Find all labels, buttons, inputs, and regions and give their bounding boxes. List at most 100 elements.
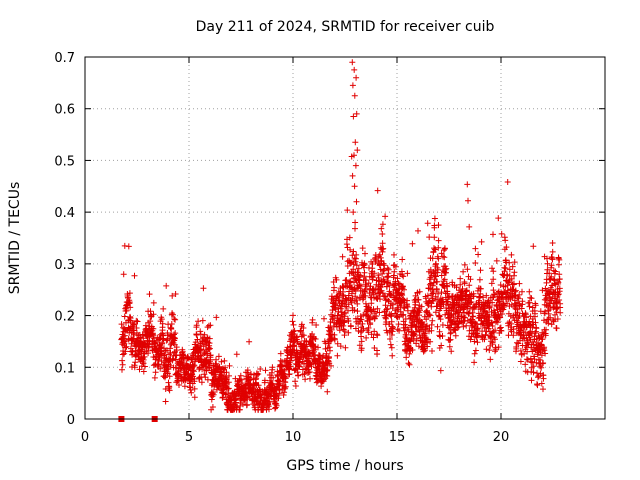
data-point <box>465 197 471 204</box>
data-point <box>289 318 296 325</box>
data-point <box>336 294 343 301</box>
data-point <box>350 248 357 255</box>
data-point <box>146 291 153 298</box>
data-point <box>467 299 474 306</box>
data-point <box>382 213 389 220</box>
data-point <box>487 356 494 363</box>
data-point <box>486 313 493 320</box>
data-point <box>188 389 195 396</box>
data-point <box>368 300 375 307</box>
data-point <box>511 280 517 287</box>
data-point <box>290 328 297 335</box>
data-point <box>413 335 420 342</box>
data-point <box>427 312 433 319</box>
data-point <box>380 245 387 252</box>
data-point <box>433 286 440 293</box>
data-point <box>427 338 434 345</box>
x-tick-label: 15 <box>389 430 406 445</box>
data-point <box>429 255 436 262</box>
data-point <box>300 325 307 331</box>
data-point <box>381 262 388 269</box>
data-point <box>498 230 505 237</box>
data-point <box>500 295 507 302</box>
data-point <box>465 310 472 317</box>
data-point <box>337 343 344 350</box>
data-point <box>145 350 152 357</box>
data-point <box>354 300 361 307</box>
data-point <box>373 313 380 320</box>
data-point <box>225 379 232 386</box>
data-point <box>321 315 327 322</box>
data-point <box>526 318 533 325</box>
data-point <box>150 311 157 318</box>
data-point <box>497 298 503 305</box>
data-point <box>399 256 406 263</box>
data-point <box>438 250 445 257</box>
data-point <box>405 328 412 335</box>
data-point <box>136 366 143 373</box>
data-point <box>486 347 493 354</box>
data-point <box>181 356 187 363</box>
data-point <box>492 346 499 353</box>
data-point <box>361 288 368 294</box>
data-point <box>222 364 229 371</box>
data-point <box>415 296 422 303</box>
data-point <box>431 234 438 241</box>
data-point <box>257 366 264 372</box>
data-point <box>472 245 479 252</box>
data-point <box>290 312 296 319</box>
data-point <box>480 294 487 301</box>
data-point <box>532 310 538 317</box>
data-point <box>443 265 450 272</box>
data-point <box>385 266 392 273</box>
data-point <box>435 244 442 251</box>
data-point <box>347 278 354 285</box>
data-point <box>339 253 346 260</box>
data-point <box>489 339 496 346</box>
data-point <box>400 283 406 290</box>
data-point <box>198 379 205 386</box>
data-point <box>555 291 561 298</box>
data-point <box>406 361 413 368</box>
data-point <box>524 348 531 355</box>
data-point <box>395 321 402 328</box>
data-point <box>255 371 262 377</box>
data-point <box>441 276 448 283</box>
data-point <box>262 367 269 374</box>
data-point <box>461 304 468 311</box>
data-point <box>439 322 446 328</box>
data-point <box>351 255 358 262</box>
data-point <box>255 382 262 389</box>
data-point <box>125 243 132 250</box>
data-point <box>352 225 358 232</box>
data-point <box>421 347 428 354</box>
data-point <box>532 302 539 309</box>
data-point <box>549 240 556 246</box>
data-point <box>158 316 165 323</box>
data-point <box>168 326 175 332</box>
data-point <box>140 335 147 342</box>
data-point <box>533 336 540 342</box>
data-point <box>440 253 446 260</box>
data-point <box>121 338 128 345</box>
data-point <box>556 297 563 303</box>
data-point <box>173 344 180 351</box>
data-point <box>548 297 555 304</box>
data-point <box>489 299 496 306</box>
data-point <box>248 371 254 377</box>
data-point <box>474 332 481 339</box>
data-point <box>378 225 385 232</box>
data-point <box>524 356 531 363</box>
data-point <box>557 309 564 316</box>
data-point <box>341 319 348 326</box>
data-point <box>343 277 350 283</box>
data-point <box>425 299 432 305</box>
data-point <box>498 327 505 334</box>
data-point <box>430 289 437 295</box>
data-point <box>399 272 406 278</box>
data-point <box>206 345 213 352</box>
data-point <box>309 316 316 323</box>
data-point <box>141 363 148 370</box>
axis-ticks: 0 5 10 15 20 0 0.1 0.2 0.3 0.4 0.5 0.6 0.7 <box>54 51 605 445</box>
data-point <box>306 369 313 375</box>
